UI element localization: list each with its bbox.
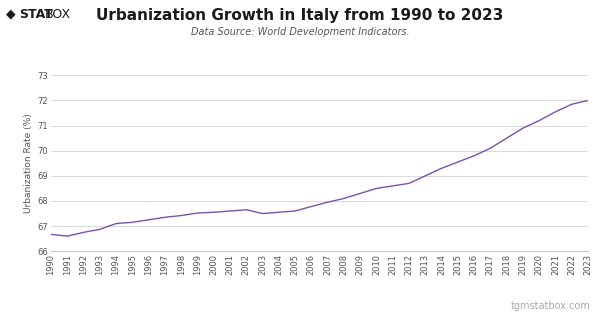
Y-axis label: Urbanization Rate (%): Urbanization Rate (%)	[25, 113, 34, 213]
Text: Data Source: World Development Indicators.: Data Source: World Development Indicator…	[191, 27, 409, 37]
Text: STAT: STAT	[19, 8, 53, 21]
Text: Urbanization Growth in Italy from 1990 to 2023: Urbanization Growth in Italy from 1990 t…	[97, 8, 503, 23]
Text: BOX: BOX	[44, 8, 71, 21]
Text: ◆: ◆	[6, 8, 16, 21]
Text: tgmstatbox.com: tgmstatbox.com	[511, 301, 591, 311]
